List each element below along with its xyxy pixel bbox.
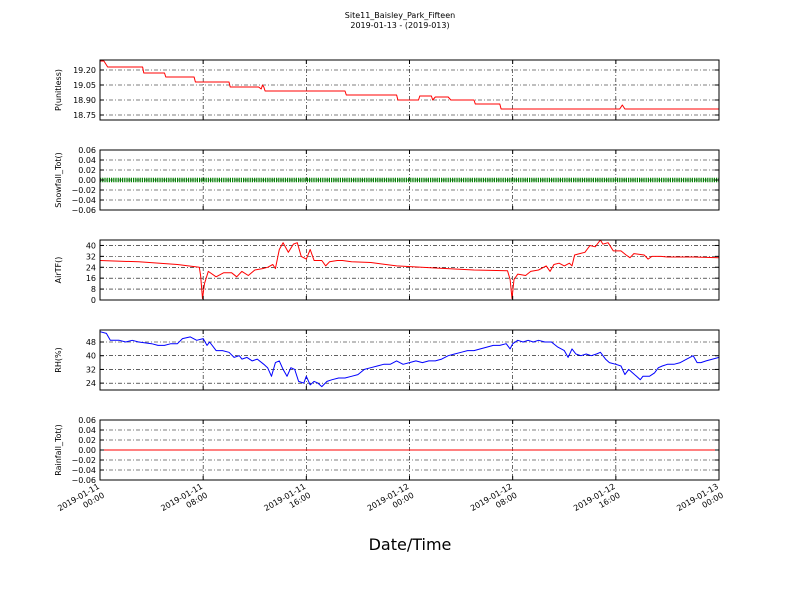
y-tick-label: 16 — [86, 274, 96, 283]
y-tick-label: 0.00 — [78, 446, 96, 455]
x-axis: 2019-01-1100:00 2019-01-1108:00 2019-01-11… — [56, 482, 725, 522]
y-tick-label: 0.06 — [78, 416, 96, 425]
y-tick-label: 32 — [86, 252, 96, 261]
y-tick-label: −0.02 — [71, 186, 96, 195]
y-tick-label: 0.00 — [78, 176, 96, 185]
x-tick-label: 2019-01-1216:00 — [572, 482, 622, 522]
y-tick-label: 0.06 — [78, 146, 96, 155]
y-axis-label: AirTF() — [54, 257, 63, 284]
chart-title: Site11_Baisley_Park_Fifteen — [344, 11, 456, 20]
x-tick-label: 2019-01-1100:00 — [56, 482, 106, 522]
x-tick-label: 2019-01-1108:00 — [159, 482, 209, 522]
subplot-0: 18.75 18.90 19.05 19.20 P(unitless) — [54, 59, 720, 121]
y-tick-label: −0.04 — [71, 466, 96, 475]
x-tick-label: 2019-01-1208:00 — [469, 482, 519, 522]
series-line — [99, 331, 720, 388]
x-tick-label: 2019-01-1200:00 — [366, 482, 416, 522]
series-line — [100, 60, 719, 110]
y-tick-label: 24 — [86, 379, 96, 388]
y-tick-label: 19.20 — [73, 66, 96, 75]
subplot-3: 24 32 40 48 RH(%) — [54, 329, 720, 391]
y-tick-label: 0.02 — [78, 166, 96, 175]
y-tick-label: −0.06 — [71, 206, 96, 215]
y-axis-label: P(unitless) — [54, 69, 63, 111]
subplot-4: −0.06−0.04−0.020.000.020.040.06 Rainfall_… — [54, 416, 720, 485]
subplot-2: 0 8 16 24 32 40 AirTF() — [54, 239, 720, 305]
y-tick-label: −0.06 — [71, 476, 96, 485]
x-axis-label: Date/Time — [369, 535, 452, 554]
y-tick-label: 48 — [86, 338, 96, 347]
y-axis-label: Snowfall_Tot() — [54, 152, 63, 208]
chart-subtitle: 2019-01-13 - (2019-013) — [350, 21, 450, 30]
y-tick-label: 0.04 — [78, 426, 96, 435]
y-tick-label: 40 — [86, 241, 96, 250]
y-tick-label: 0 — [91, 296, 96, 305]
y-tick-label: −0.02 — [71, 456, 96, 465]
y-tick-label: −0.04 — [71, 196, 96, 205]
subplot-1: −0.06−0.04−0.020.000.020.040.06 Snowfall_… — [54, 146, 720, 215]
series-line — [99, 239, 720, 300]
x-tick-label: 2019-01-1116:00 — [263, 482, 313, 522]
y-tick-label: 24 — [86, 263, 96, 272]
y-tick-label: 18.75 — [73, 111, 96, 120]
y-tick-label: 32 — [86, 365, 96, 374]
subplots: 18.7518.9019.0519.20P(unitless)−0.06−0.0… — [54, 59, 725, 522]
y-tick-label: 18.90 — [73, 96, 96, 105]
y-axis-label: RH(%) — [54, 347, 63, 372]
y-tick-label: 0.04 — [78, 156, 96, 165]
y-axis-label: Rainfall_Tot() — [54, 424, 63, 476]
x-tick-label: 2019-01-1300:00 — [675, 482, 725, 522]
y-tick-label: 19.05 — [73, 81, 96, 90]
y-tick-label: 0.02 — [78, 436, 96, 445]
y-tick-label: 8 — [91, 285, 96, 294]
y-tick-label: 40 — [86, 352, 96, 361]
